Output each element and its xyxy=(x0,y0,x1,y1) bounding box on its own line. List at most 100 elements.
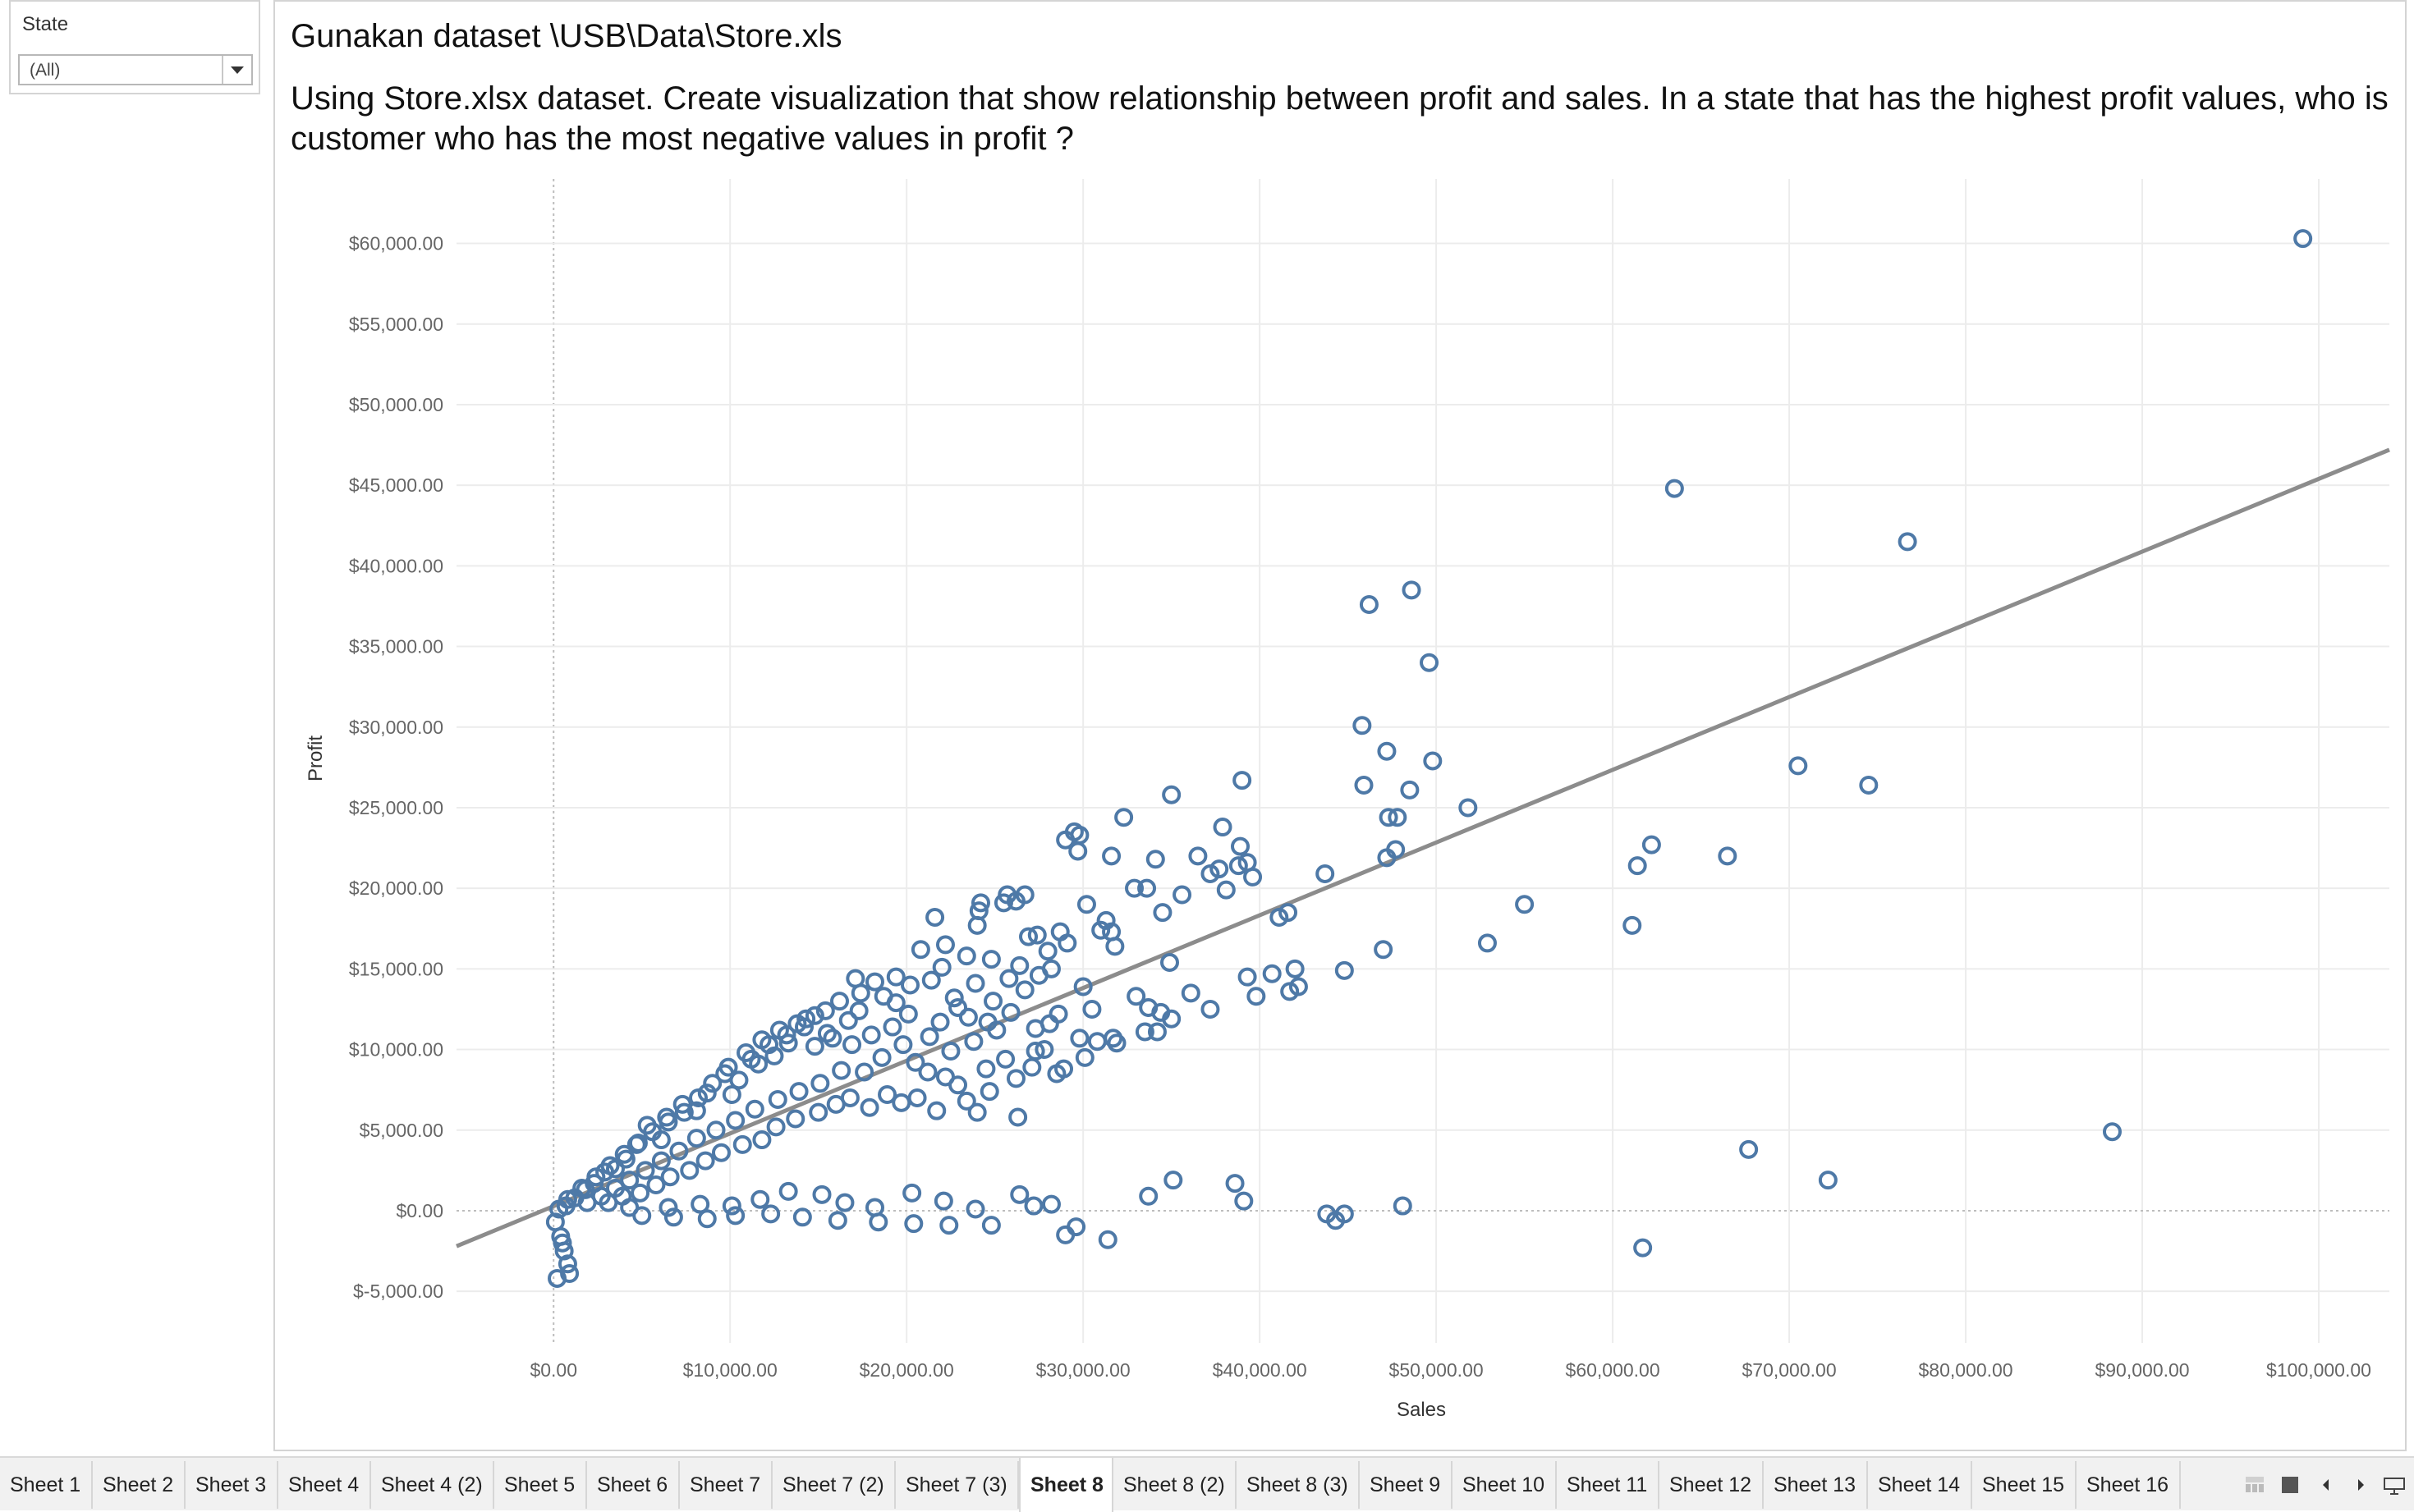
data-point[interactable] xyxy=(900,975,920,995)
data-point[interactable] xyxy=(1315,864,1335,883)
data-point[interactable] xyxy=(1041,1194,1061,1214)
data-point[interactable] xyxy=(1234,1191,1254,1211)
data-point[interactable] xyxy=(586,1167,606,1187)
data-point[interactable] xyxy=(1024,1196,1044,1216)
data-point[interactable] xyxy=(689,1088,709,1107)
data-point[interactable] xyxy=(886,967,906,987)
data-point[interactable] xyxy=(948,1075,968,1095)
data-point[interactable] xyxy=(957,946,976,966)
data-point[interactable] xyxy=(921,970,941,990)
data-point[interactable] xyxy=(1400,780,1420,800)
data-point[interactable] xyxy=(1107,1033,1127,1053)
data-point[interactable] xyxy=(941,1042,961,1061)
tab-sheet[interactable]: Sheet 9 xyxy=(1360,1461,1453,1509)
data-point[interactable] xyxy=(614,1144,634,1164)
data-point[interactable] xyxy=(680,1161,700,1180)
scroll-left-icon[interactable] xyxy=(2320,1476,2332,1494)
data-point[interactable] xyxy=(907,1088,927,1107)
data-point[interactable] xyxy=(1039,1014,1059,1033)
tab-sheet[interactable]: Sheet 8 (2) xyxy=(1113,1461,1237,1509)
data-point[interactable] xyxy=(805,1006,824,1025)
data-point[interactable] xyxy=(930,1012,950,1032)
data-point[interactable] xyxy=(1515,895,1535,914)
data-point[interactable] xyxy=(934,1191,953,1211)
data-point[interactable] xyxy=(1145,850,1165,869)
data-point[interactable] xyxy=(935,935,955,955)
data-point[interactable] xyxy=(939,1216,959,1235)
scatter-chart[interactable]: $0.00 $10,000.00 $20,000.00 $30,000.00 $40,0… xyxy=(0,0,2414,1453)
data-point[interactable] xyxy=(1246,987,1266,1006)
data-point[interactable] xyxy=(964,1032,984,1052)
tab-sheet[interactable]: Sheet 5 xyxy=(494,1461,587,1509)
data-point[interactable] xyxy=(817,1024,837,1043)
data-point[interactable] xyxy=(560,1264,580,1284)
data-point[interactable] xyxy=(711,1143,731,1162)
tab-sheet[interactable]: Sheet 7 (3) xyxy=(896,1461,1019,1509)
data-point[interactable] xyxy=(659,1198,678,1217)
data-point[interactable] xyxy=(1359,594,1379,614)
data-point[interactable] xyxy=(631,1183,650,1203)
data-point[interactable] xyxy=(1127,987,1146,1006)
data-point[interactable] xyxy=(1458,798,1478,818)
presentation-mode-icon[interactable] xyxy=(2383,1476,2406,1496)
data-point[interactable] xyxy=(1076,895,1096,914)
data-point[interactable] xyxy=(1073,977,1093,997)
data-point[interactable] xyxy=(1216,880,1236,900)
data-point[interactable] xyxy=(838,1010,858,1030)
tab-view-icon[interactable] xyxy=(2281,1476,2299,1494)
data-point[interactable] xyxy=(695,1151,715,1171)
data-point[interactable] xyxy=(1288,977,1308,997)
data-point[interactable] xyxy=(1102,846,1122,866)
data-point[interactable] xyxy=(893,1035,913,1055)
data-point[interactable] xyxy=(1200,864,1220,883)
data-point[interactable] xyxy=(2293,229,2313,249)
data-point[interactable] xyxy=(686,1129,706,1148)
data-point[interactable] xyxy=(984,992,1003,1011)
data-point[interactable] xyxy=(1015,885,1035,905)
data-point[interactable] xyxy=(809,1102,828,1122)
data-point[interactable] xyxy=(1082,999,1102,1019)
data-point[interactable] xyxy=(1354,775,1374,795)
data-point[interactable] xyxy=(643,1122,663,1142)
data-point[interactable] xyxy=(605,1178,625,1198)
data-point[interactable] xyxy=(981,950,1001,969)
data-point[interactable] xyxy=(1285,959,1305,978)
data-point[interactable] xyxy=(1237,967,1257,987)
data-point[interactable] xyxy=(1739,1139,1759,1159)
data-point[interactable] xyxy=(628,1133,648,1152)
data-point[interactable] xyxy=(2102,1122,2122,1142)
data-point[interactable] xyxy=(778,1033,798,1053)
scroll-right-icon[interactable] xyxy=(2355,1476,2366,1494)
data-point[interactable] xyxy=(828,1211,847,1230)
data-point[interactable] xyxy=(925,908,945,928)
data-point[interactable] xyxy=(1029,965,1049,985)
data-point[interactable] xyxy=(1022,1057,1042,1077)
data-point[interactable] xyxy=(902,1183,922,1203)
data-point[interactable] xyxy=(874,987,893,1006)
data-point[interactable] xyxy=(971,893,990,913)
data-point[interactable] xyxy=(1010,955,1030,975)
tab-sheet[interactable]: Sheet 11 xyxy=(1557,1461,1659,1509)
dropdown-toggle[interactable] xyxy=(222,56,251,84)
data-point[interactable] xyxy=(1019,927,1039,946)
data-point[interactable] xyxy=(1262,964,1282,983)
tab-sheet[interactable]: Sheet 2 xyxy=(93,1461,186,1509)
data-point[interactable] xyxy=(878,1085,897,1105)
data-point[interactable] xyxy=(1388,808,1407,827)
data-point[interactable] xyxy=(669,1141,689,1161)
data-point[interactable] xyxy=(1181,983,1200,1003)
data-point[interactable] xyxy=(918,1062,938,1082)
data-point[interactable] xyxy=(674,1102,694,1122)
data-point[interactable] xyxy=(766,1117,786,1137)
data-point[interactable] xyxy=(1627,856,1647,876)
data-point[interactable] xyxy=(726,1111,746,1130)
data-point[interactable] xyxy=(1393,1196,1412,1216)
data-point[interactable] xyxy=(718,1057,738,1077)
tab-sheet[interactable]: Sheet 7 (2) xyxy=(773,1461,896,1509)
data-point[interactable] xyxy=(777,1025,796,1045)
data-point[interactable] xyxy=(1147,1022,1167,1042)
data-point[interactable] xyxy=(832,1061,851,1080)
data-point[interactable] xyxy=(741,1049,761,1069)
data-point[interactable] xyxy=(1622,915,1642,935)
data-point[interactable] xyxy=(1243,867,1263,887)
